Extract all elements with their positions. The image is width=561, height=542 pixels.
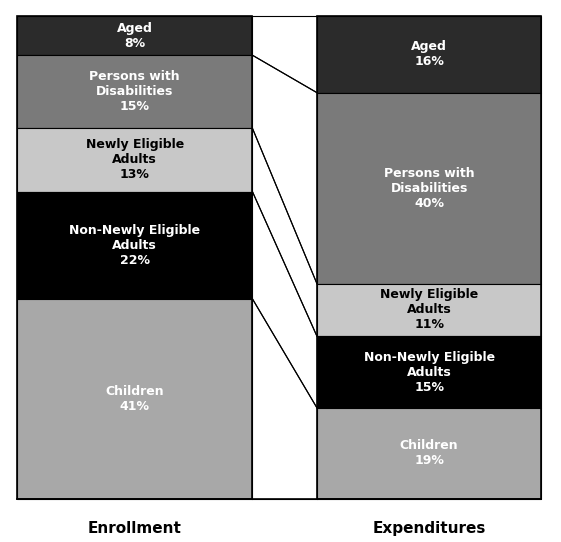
Bar xyxy=(17,16,252,499)
Text: Children
19%: Children 19% xyxy=(400,439,458,467)
Bar xyxy=(317,16,541,499)
Text: Persons with
Disabilities
40%: Persons with Disabilities 40% xyxy=(384,167,475,210)
Text: Newly Eligible
Adults
11%: Newly Eligible Adults 11% xyxy=(380,288,479,332)
Bar xyxy=(17,192,252,299)
Text: Non-Newly Eligible
Adults
15%: Non-Newly Eligible Adults 15% xyxy=(364,351,495,393)
Text: Enrollment: Enrollment xyxy=(88,521,182,536)
Bar xyxy=(317,93,541,283)
Text: Expenditures: Expenditures xyxy=(373,521,486,536)
Bar xyxy=(317,283,541,336)
Bar xyxy=(17,299,252,499)
Bar xyxy=(17,16,252,55)
Bar xyxy=(317,408,541,499)
Bar xyxy=(17,55,252,128)
Text: Non-Newly Eligible
Adults
22%: Non-Newly Eligible Adults 22% xyxy=(69,224,200,267)
Bar xyxy=(317,16,541,93)
Text: Aged
16%: Aged 16% xyxy=(411,41,447,68)
Bar xyxy=(17,128,252,192)
Text: Aged
8%: Aged 8% xyxy=(117,22,153,50)
Text: Newly Eligible
Adults
13%: Newly Eligible Adults 13% xyxy=(85,139,184,182)
Text: Persons with
Disabilities
15%: Persons with Disabilities 15% xyxy=(89,70,180,113)
Text: Children
41%: Children 41% xyxy=(105,385,164,413)
Bar xyxy=(317,336,541,408)
